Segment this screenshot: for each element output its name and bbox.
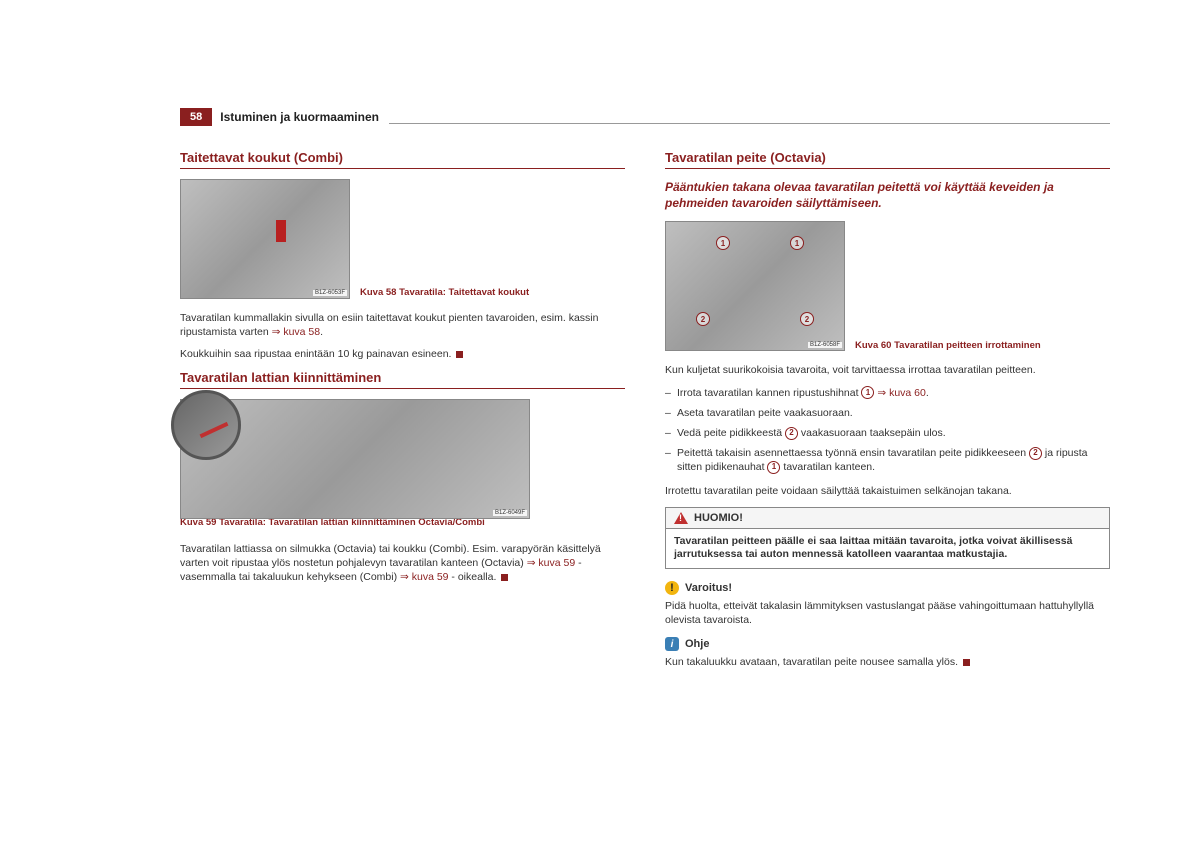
figure-58-row: B1Z-6053F Kuva 58 Tavaratila: Taitettava… (180, 179, 625, 299)
hook-icon (276, 220, 286, 242)
circled-1-icon: 1 (767, 461, 780, 474)
figure-60-image: 1 1 2 2 B1Z-6058F (665, 221, 845, 351)
right-column: Tavaratilan peite (Octavia) Pääntukien t… (665, 110, 1110, 677)
figure-59-image: B1Z-6049F (180, 399, 530, 519)
text: Peitettä takaisin asennettaessa työnnä e… (677, 447, 1029, 459)
warning-circle-icon: ! (665, 581, 679, 595)
header-rule (389, 123, 1110, 124)
steps-list: Irrota tavaratilan kannen ripustushihnat… (665, 386, 1110, 475)
warning-body: Pidä huolta, etteivät takalasin lämmityk… (665, 599, 1110, 627)
paragraph-store: Irrotettu tavaratilan peite voidaan säil… (665, 484, 1110, 498)
figure-60-code: B1Z-6058F (808, 342, 842, 348)
text: Koukkuihin saa ripustaa enintään 10 kg p… (180, 348, 451, 360)
detail-circle-icon (171, 390, 241, 460)
figure-60-row: 1 1 2 2 B1Z-6058F Kuva 60 Tavaratilan pe… (665, 221, 1110, 351)
circled-1-icon: 1 (861, 386, 874, 399)
ref-kuva58: ⇒ kuva 58 (272, 326, 321, 338)
warning-triangle-icon (674, 512, 688, 524)
text: Irrota tavaratilan kannen ripustushihnat (677, 387, 861, 399)
text: - oikealla. (449, 571, 497, 583)
attention-box: HUOMIO! Tavaratilan peitteen päälle ei s… (665, 507, 1110, 569)
callout-1a: 1 (716, 236, 730, 250)
chapter-title: Istuminen ja kuormaaminen (220, 110, 379, 124)
info-title: Ohje (685, 638, 709, 650)
text: Kun takaluukku avataan, tavaratilan peit… (665, 656, 958, 668)
paragraph-floor: Tavaratilan lattiassa on silmukka (Octav… (180, 542, 625, 585)
info-square-icon: i (665, 637, 679, 651)
figure-60-caption: Kuva 60 Tavaratilan peitteen irrottamine… (855, 340, 1041, 352)
figure-58-code: B1Z-6053F (313, 290, 347, 296)
paragraph-hooks-2: Koukkuihin saa ripustaa enintään 10 kg p… (180, 347, 625, 361)
ref-kuva59a: ⇒ kuva 59 (527, 557, 576, 569)
info-body: Kun takaluukku avataan, tavaratilan peit… (665, 655, 1110, 669)
paragraph-cover-intro: Kun kuljetat suurikokoisia tavaroita, vo… (665, 363, 1110, 377)
step-3: Vedä peite pidikkeestä 2 vaakasuoraan ta… (665, 426, 1110, 440)
callout-2b: 2 (800, 312, 814, 326)
step-2: Aseta tavaratilan peite vaakasuoraan. (665, 406, 1110, 420)
section-heading-hooks: Taitettavat koukut (Combi) (180, 150, 625, 169)
ref-kuva59b: ⇒ kuva 59 (400, 571, 449, 583)
step-1: Irrota tavaratilan kannen ripustushihnat… (665, 386, 1110, 400)
end-square-icon (963, 659, 970, 666)
text: tavaratilan kanteen. (780, 461, 875, 473)
figure-59-row: B1Z-6049F (180, 399, 625, 519)
section-heading-cover: Tavaratilan peite (Octavia) (665, 150, 1110, 169)
figure-58-image: B1Z-6053F (180, 179, 350, 299)
step-4: Peitettä takaisin asennettaessa työnnä e… (665, 446, 1110, 474)
end-square-icon (501, 574, 508, 581)
warning-title: Varoitus! (685, 582, 732, 594)
attention-body: Tavaratilan peitteen päälle ei saa laitt… (666, 529, 1109, 568)
callout-1b: 1 (790, 236, 804, 250)
page-header: 58 Istuminen ja kuormaaminen (180, 108, 1110, 126)
figure-58-caption: Kuva 58 Tavaratila: Taitettavat koukut (360, 287, 529, 299)
warning-head: ! Varoitus! (665, 581, 1110, 595)
left-column: Taitettavat koukut (Combi) B1Z-6053F Kuv… (180, 110, 625, 677)
circled-2-icon: 2 (785, 427, 798, 440)
text: Tavaratilan kummallakin sivulla on esiin… (180, 312, 598, 338)
section-sub-cover: Pääntukien takana olevaa tavaratilan pei… (665, 179, 1110, 211)
text: . (926, 387, 929, 399)
circled-2-icon: 2 (1029, 447, 1042, 460)
attention-title: HUOMIO! (694, 512, 743, 524)
info-head: i Ohje (665, 637, 1110, 651)
paragraph-hooks-1: Tavaratilan kummallakin sivulla on esiin… (180, 311, 625, 339)
page-number: 58 (180, 108, 212, 126)
callout-2a: 2 (696, 312, 710, 326)
end-square-icon (456, 351, 463, 358)
text: Vedä peite pidikkeestä (677, 427, 785, 439)
attention-head: HUOMIO! (666, 508, 1109, 529)
text: . (320, 326, 323, 338)
figure-59-code: B1Z-6049F (493, 510, 527, 516)
text: vaakasuoraan taaksepäin ulos. (798, 427, 946, 439)
section-heading-floor: Tavaratilan lattian kiinnittäminen (180, 370, 625, 389)
ref-kuva60: ⇒ kuva 60 (874, 387, 925, 399)
